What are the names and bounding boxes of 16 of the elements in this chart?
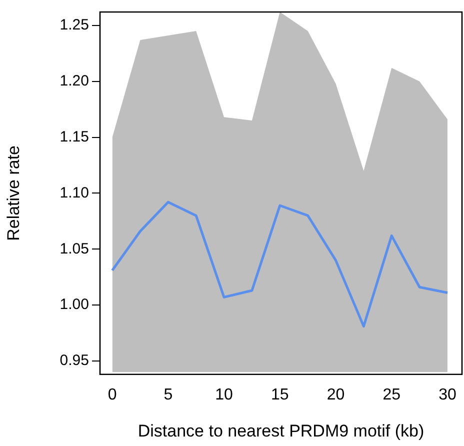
y-tick-label: 1.20 — [60, 72, 89, 90]
x-axis-title: Distance to nearest PRDM9 motif (kb) — [138, 421, 424, 440]
y-tick-label: 1.00 — [60, 296, 89, 314]
y-tick-label: 1.05 — [60, 240, 89, 258]
x-tick-label: 15 — [270, 386, 289, 404]
y-axis-title: Relative rate — [4, 145, 23, 241]
x-tick-label: 20 — [326, 386, 345, 404]
y-tick-label: 1.25 — [60, 16, 89, 34]
y-tick-label: 1.10 — [60, 184, 89, 202]
x-tick-label: 10 — [215, 386, 234, 404]
x-tick-label: 0 — [108, 386, 117, 404]
y-tick-label: 1.15 — [60, 128, 89, 146]
x-tick-label: 25 — [382, 386, 401, 404]
x-tick-label: 5 — [164, 386, 173, 404]
y-tick-label: 0.95 — [60, 352, 89, 370]
x-tick-label: 30 — [438, 386, 456, 404]
